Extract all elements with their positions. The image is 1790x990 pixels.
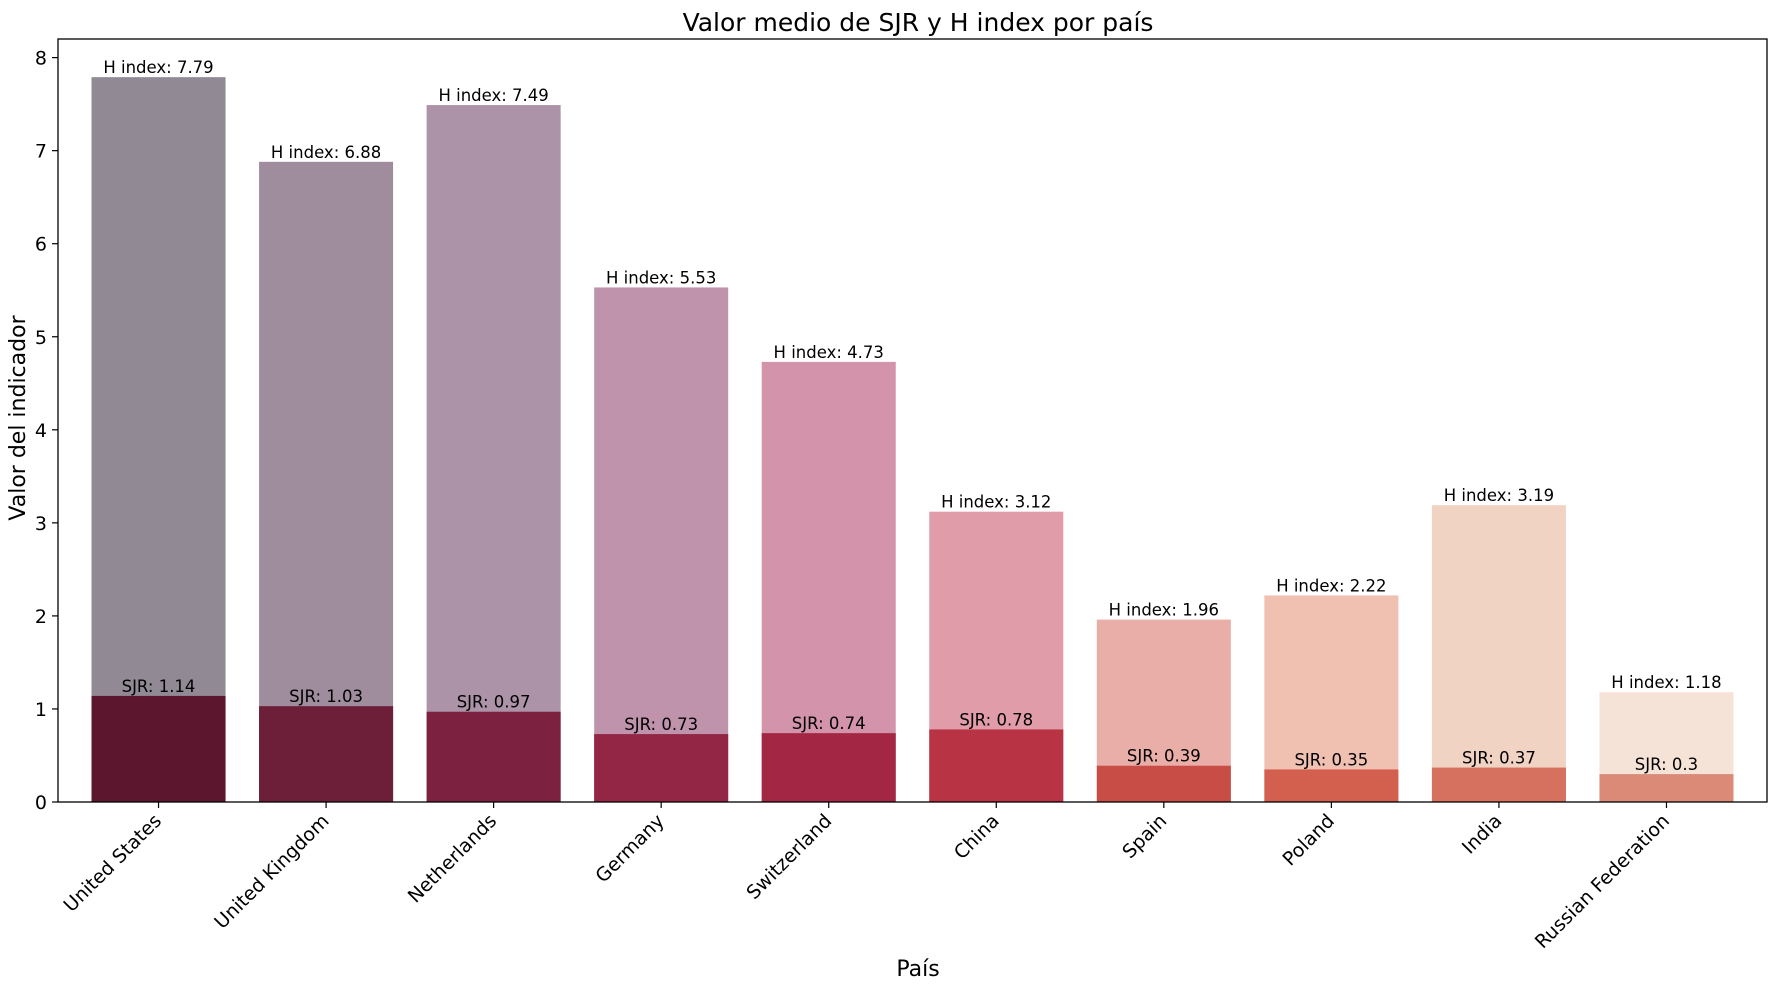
sjr-value-label: SJR: 0.74 xyxy=(792,714,866,733)
plot-frame xyxy=(57,38,1768,803)
x-tick-label: China xyxy=(950,810,1004,864)
sjr-bar xyxy=(1599,774,1734,802)
h-index-value-label: H index: 6.88 xyxy=(271,143,381,162)
chart-title: Valor medio de SJR y H index por país xyxy=(683,8,1154,37)
sjr-value-label: SJR: 1.14 xyxy=(122,677,196,696)
x-tick-label: United States xyxy=(60,810,167,917)
sjr-bar xyxy=(1264,769,1399,802)
h-index-value-label: H index: 1.96 xyxy=(1109,601,1219,620)
h-index-bar xyxy=(1264,595,1399,802)
sjr-value-label: SJR: 0.73 xyxy=(624,715,698,734)
h-index-bar xyxy=(91,77,226,802)
sjr-value-label: SJR: 0.37 xyxy=(1462,749,1536,768)
y-axis: 0 1 2 3 4 5 6 7 8 xyxy=(35,48,58,814)
x-tick-label: United Kingdom xyxy=(210,810,333,933)
h-index-value-label: H index: 3.19 xyxy=(1444,486,1554,505)
h-index-bar xyxy=(426,105,561,802)
sjr-value-label: SJR: 1.03 xyxy=(289,687,363,706)
h-index-value-label: H index: 3.12 xyxy=(941,493,1051,512)
h-index-value-label: H index: 7.49 xyxy=(438,86,548,105)
y-tick-label: 1 xyxy=(35,699,47,721)
h-index-value-label: H index: 2.22 xyxy=(1276,576,1386,595)
h-index-bar xyxy=(594,287,729,802)
x-tick-label: Spain xyxy=(1118,810,1171,863)
x-tick-label: India xyxy=(1458,810,1507,859)
sjr-value-label: SJR: 0.97 xyxy=(457,693,531,712)
sjr-bar xyxy=(594,734,729,802)
sjr-bar xyxy=(259,706,394,802)
x-axis: United States United Kingdom Netherlands Ge… xyxy=(60,802,1674,953)
sjr-bar xyxy=(761,733,896,802)
h-index-bar xyxy=(761,361,896,802)
sjr-value-label: SJR: 0.78 xyxy=(959,710,1033,729)
sjr-bars xyxy=(91,695,1734,802)
x-tick-label: Netherlands xyxy=(404,810,501,907)
y-tick-label: 7 xyxy=(35,141,47,163)
y-tick-label: 8 xyxy=(35,48,47,70)
sjr-bar xyxy=(1431,767,1566,802)
sjr-value-label: SJR: 0.35 xyxy=(1294,750,1368,769)
h-index-value-label: H index: 7.79 xyxy=(103,58,213,77)
x-tick-label: Russian Federation xyxy=(1531,810,1674,953)
y-axis-title: Valor del indicador xyxy=(6,314,31,520)
sjr-bar xyxy=(91,695,226,802)
sjr-bar xyxy=(929,729,1064,802)
sjr-value-label: SJR: 0.39 xyxy=(1127,747,1201,766)
y-tick-label: 2 xyxy=(35,606,47,628)
h-index-bar xyxy=(259,161,394,802)
y-tick-label: 4 xyxy=(35,420,47,442)
y-tick-label: 0 xyxy=(35,792,47,814)
h-index-value-label: H index: 4.73 xyxy=(774,343,884,362)
sjr-bar xyxy=(426,711,561,802)
sjr-value-label: SJR: 0.3 xyxy=(1635,755,1698,774)
x-tick-label: Poland xyxy=(1278,810,1338,870)
sjr-bar xyxy=(1096,765,1231,802)
y-tick-label: 5 xyxy=(35,327,47,349)
x-tick-label: Germany xyxy=(591,810,668,887)
h-index-bars xyxy=(91,77,1734,802)
h-index-bar xyxy=(1431,505,1566,802)
x-axis-title: País xyxy=(896,957,939,982)
h-index-value-label: H index: 1.18 xyxy=(1611,673,1721,692)
bar-labels: H index: 7.79 H index: 6.88 H index: 7.49 H… xyxy=(103,58,1721,774)
y-tick-label: 3 xyxy=(35,513,47,535)
x-tick-label: Switzerland xyxy=(742,810,836,904)
y-tick-label: 6 xyxy=(35,234,47,256)
h-index-value-label: H index: 5.53 xyxy=(606,268,716,287)
